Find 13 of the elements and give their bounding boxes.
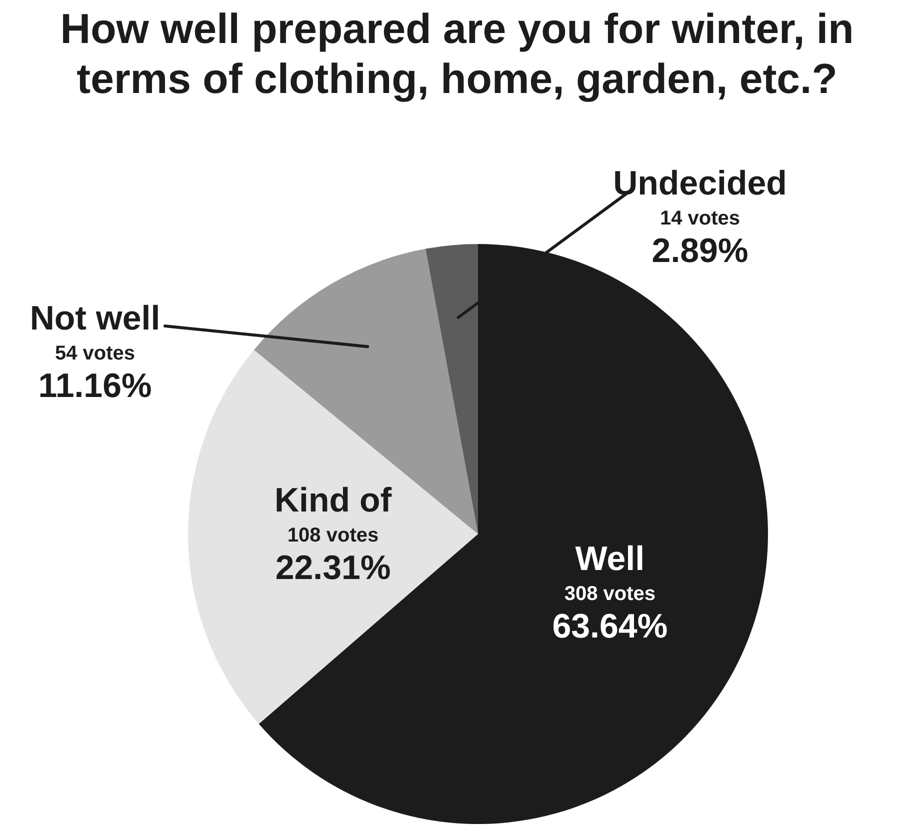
data-label: 308 votes (564, 582, 656, 605)
chart-title: How well prepared are you for winter, in terms of clothing, home, garden, etc.? (59, 4, 855, 104)
data-label: 108 votes (287, 524, 379, 546)
data-label: 54 votes (54, 342, 136, 365)
data-label: 14 votes (660, 208, 740, 230)
text: 11.16% (38, 367, 152, 406)
slice-label: Kind of (274, 482, 392, 520)
slice-label: Not well (30, 300, 160, 338)
slice-label: Well (575, 540, 645, 578)
text: 22.31% (275, 549, 391, 588)
text: 63.64% (552, 607, 668, 646)
slice-label: Undecided (613, 164, 787, 203)
text: 2.89% (652, 232, 748, 270)
